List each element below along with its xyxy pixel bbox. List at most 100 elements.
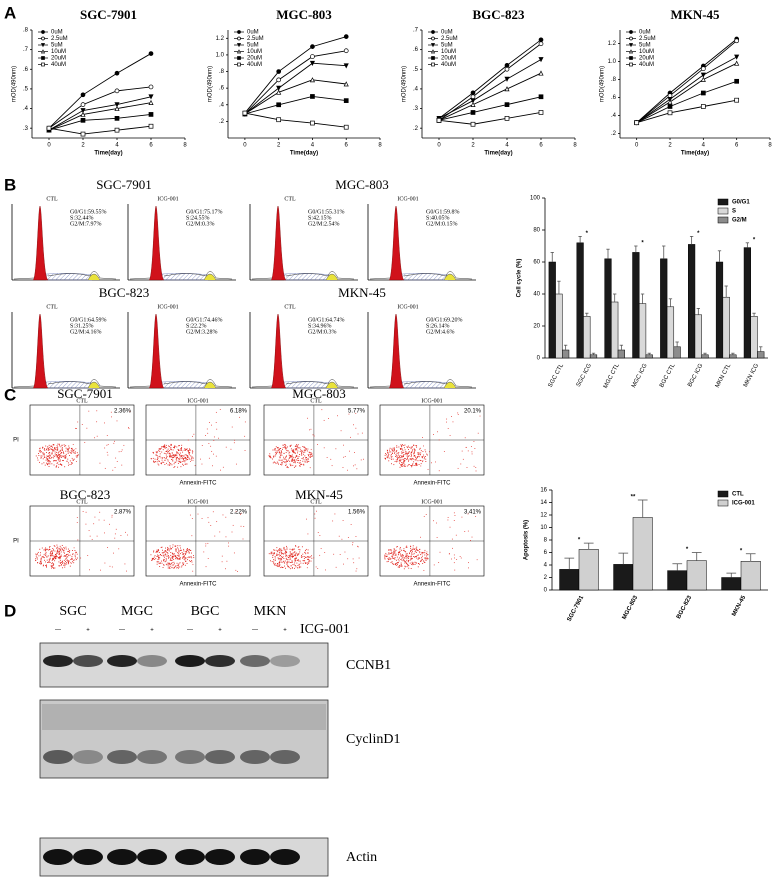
event-dot <box>354 452 355 453</box>
event-dot <box>333 553 335 555</box>
event-dot <box>175 565 177 567</box>
event-dot <box>417 558 419 560</box>
event-dot <box>295 454 297 456</box>
event-dot <box>171 449 173 451</box>
event-dot <box>297 446 299 448</box>
event-dot <box>279 555 281 557</box>
event-dot <box>165 447 167 449</box>
event-dot <box>299 454 301 455</box>
event-dot <box>297 459 299 461</box>
event-dot <box>72 561 74 563</box>
event-dot <box>423 458 425 460</box>
event-dot <box>152 558 153 560</box>
plot-label: ICG-001 <box>421 499 442 505</box>
event-dot <box>309 467 311 469</box>
event-dot <box>411 552 413 554</box>
event-dot <box>157 463 159 465</box>
event-dot <box>167 451 169 453</box>
event-dot <box>63 546 65 548</box>
event-dot <box>151 559 153 561</box>
bar <box>694 314 702 359</box>
marker <box>310 44 315 49</box>
event-dot <box>104 532 105 534</box>
legend-label: G0/G1 <box>732 200 750 206</box>
event-dot <box>182 455 184 457</box>
x-tick-label: 2 <box>277 143 281 149</box>
event-dot <box>163 558 165 560</box>
event-dot <box>392 556 394 558</box>
event-dot <box>281 566 283 568</box>
event-dot <box>438 562 440 563</box>
event-dot <box>273 549 275 551</box>
event-dot <box>185 557 187 559</box>
event-dot <box>286 547 288 549</box>
event-dot <box>172 553 174 555</box>
event-dot <box>191 457 193 459</box>
event-dot <box>417 460 419 462</box>
x-tick-label: SGC CTL <box>548 362 566 388</box>
event-dot <box>169 456 171 458</box>
event-dot <box>182 451 184 453</box>
event-dot <box>162 567 164 569</box>
event-dot <box>39 461 40 463</box>
event-dot <box>72 462 73 464</box>
event-dot <box>115 528 117 530</box>
event-dot <box>395 454 397 456</box>
event-dot <box>411 563 412 565</box>
event-dot <box>170 455 172 457</box>
series-line <box>636 99 737 124</box>
event-dot <box>154 555 156 557</box>
significance: * <box>586 231 589 237</box>
event-dot <box>58 565 60 567</box>
event-dot <box>305 556 307 558</box>
event-dot <box>205 545 207 547</box>
event-dot <box>425 558 426 560</box>
event-dot <box>51 554 53 556</box>
event-dot <box>307 552 309 554</box>
event-dot <box>395 456 397 457</box>
treatment-sign: + <box>86 628 90 634</box>
event-dot <box>59 552 61 554</box>
event-dot <box>284 446 286 448</box>
event-dot <box>433 433 434 435</box>
event-dot <box>68 550 70 552</box>
event-dot <box>289 456 291 458</box>
event-dot <box>157 554 159 556</box>
event-dot <box>158 552 160 554</box>
event-dot <box>293 461 295 463</box>
event-dot <box>203 551 205 553</box>
event-dot <box>288 561 290 563</box>
event-dot <box>52 562 53 564</box>
event-dot <box>216 521 218 523</box>
y-tick-label: 8 <box>544 538 548 544</box>
event-dot <box>163 445 165 447</box>
event-dot <box>422 460 424 462</box>
event-dot <box>276 553 278 555</box>
event-dot <box>210 445 212 447</box>
event-dot <box>182 463 183 465</box>
event-dot <box>57 449 59 451</box>
event-dot <box>408 464 410 465</box>
event-dot <box>120 535 122 536</box>
cell-line-label: MGC <box>121 604 153 619</box>
hatched-s-phase <box>161 273 209 281</box>
event-dot <box>401 559 403 561</box>
event-dot <box>178 445 180 447</box>
event-dot <box>347 558 349 560</box>
legend-label: 20uM <box>247 56 262 62</box>
event-dot <box>273 461 275 463</box>
event-dot <box>185 463 187 465</box>
event-dot <box>60 459 61 461</box>
legend-label: 5uM <box>639 43 651 49</box>
event-dot <box>269 455 270 457</box>
event-dot <box>275 454 277 456</box>
histogram-outline <box>369 271 473 280</box>
event-dot <box>185 459 187 461</box>
phase-stat: G2/M:0.3% <box>308 329 337 335</box>
event-dot <box>179 558 181 559</box>
event-dot <box>183 555 185 557</box>
event-dot <box>161 457 163 459</box>
event-dot <box>415 464 417 466</box>
event-dot <box>401 466 403 467</box>
event-dot <box>43 557 45 558</box>
